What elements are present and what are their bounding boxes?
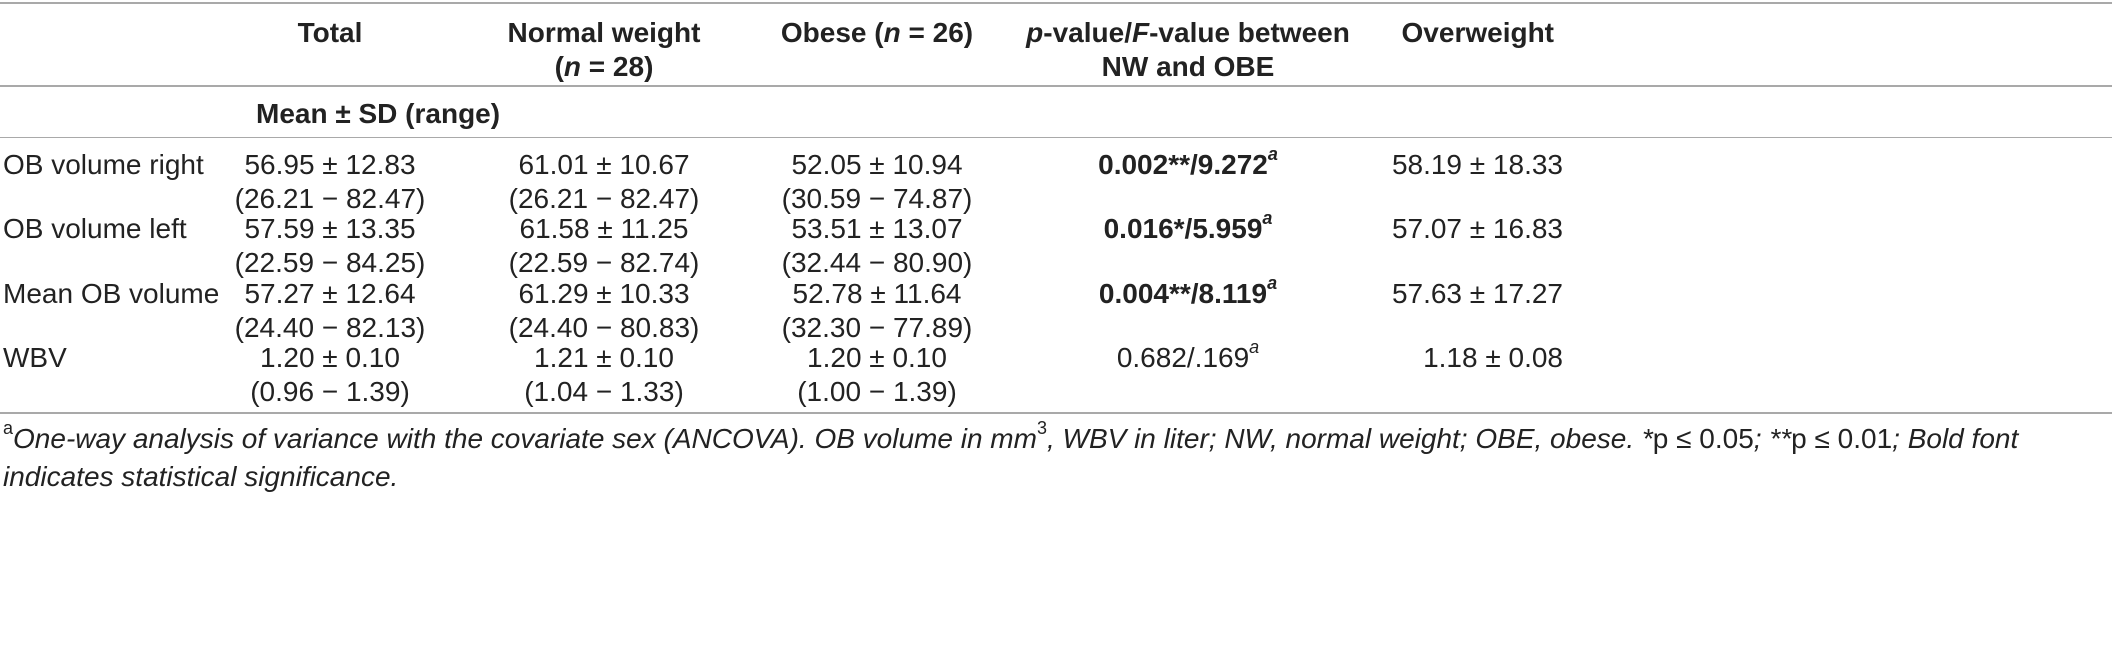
cell-obese: 52.78 ± 11.64 (32.30 − 77.89) <box>781 278 973 343</box>
subheader-rule <box>0 137 2112 138</box>
cell-p-value: 0.002**/9.272a <box>1098 143 1278 180</box>
table-top-rule <box>0 2 2112 4</box>
header-rule <box>0 85 2112 87</box>
table-footnote: aOne-way analysis of variance with the c… <box>3 417 2019 492</box>
cell-total: 56.95 ± 12.83 (26.21 − 82.47) <box>234 149 426 214</box>
subheader-mean-sd-range: Mean ± SD (range) <box>256 98 501 129</box>
row-label: WBV <box>3 342 67 373</box>
cell-normal-weight: 1.21 ± 0.10 (1.04 − 1.33) <box>524 342 684 407</box>
cell-total: 57.59 ± 13.35 (22.59 − 84.25) <box>234 213 426 278</box>
col-header-p-value: p-value/F-value between NW and OBE <box>1026 17 1350 82</box>
row-label: OB volume left <box>3 213 187 244</box>
col-header-normal-weight: Normal weight (n = 28) <box>507 17 701 82</box>
cell-overweight: 1.18 ± 0.08 <box>1423 342 1563 373</box>
cell-obese: 1.20 ± 0.10 (1.00 − 1.39) <box>797 342 957 407</box>
cell-normal-weight: 61.29 ± 10.33 (24.40 − 80.83) <box>508 278 700 343</box>
col-header-total: Total <box>297 17 363 48</box>
col-header-obese: Obese (n = 26) <box>780 17 974 48</box>
cell-overweight: 58.19 ± 18.33 <box>1391 149 1563 180</box>
cell-total: 57.27 ± 12.64 (24.40 − 82.13) <box>234 278 426 343</box>
row-label: OB volume right <box>3 149 204 180</box>
cell-p-value: 0.016*/5.959a <box>1103 207 1273 244</box>
cell-overweight: 57.07 ± 16.83 <box>1391 213 1563 244</box>
col-header-overweight: Overweight <box>1401 17 1554 48</box>
row-label: Mean OB volume <box>3 278 220 309</box>
cell-normal-weight: 61.58 ± 11.25 (22.59 − 82.74) <box>508 213 700 278</box>
table-bottom-rule <box>0 412 2112 414</box>
cell-p-value: 0.004**/8.119a <box>1098 272 1278 309</box>
cell-overweight: 57.63 ± 17.27 <box>1391 278 1563 309</box>
cell-p-value: 0.682/.169a <box>1116 336 1260 373</box>
cell-obese: 53.51 ± 13.07 (32.44 − 80.90) <box>781 213 973 278</box>
cell-total: 1.20 ± 0.10 (0.96 − 1.39) <box>250 342 410 407</box>
cell-normal-weight: 61.01 ± 10.67 (26.21 − 82.47) <box>508 149 700 214</box>
cell-obese: 52.05 ± 10.94 (30.59 − 74.87) <box>781 149 973 214</box>
